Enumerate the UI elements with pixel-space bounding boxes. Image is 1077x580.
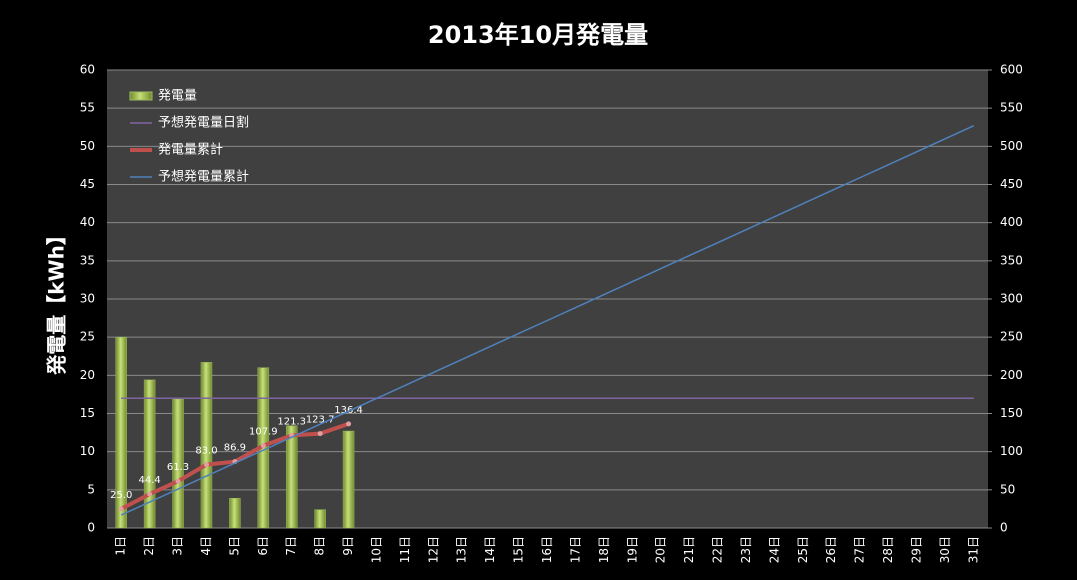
x-tick-label: 29日 (909, 536, 923, 563)
x-tick-label: 13日 (455, 536, 469, 563)
data-label: 61.3 (167, 462, 189, 473)
line (120, 125, 975, 516)
x-tick-label: 21日 (682, 536, 696, 563)
x-tick-label: 2日 (142, 536, 156, 556)
data-label: 123.7 (306, 415, 335, 426)
marker (203, 462, 209, 468)
x-tick-label: 16日 (540, 536, 554, 563)
bar (143, 379, 156, 529)
y-axis-label: 発電量【kWh】 (45, 225, 69, 376)
marker (346, 421, 352, 427)
x-tick-label: 27日 (853, 536, 867, 563)
bar (229, 497, 241, 529)
x-tick-label: 1日 (114, 536, 128, 556)
y-tick-label: 40 (80, 215, 95, 229)
data-label: 136.4 (334, 405, 363, 416)
y-tick-label: 10 (80, 444, 95, 458)
bar (115, 336, 127, 529)
y-tick-label: 45 (80, 177, 95, 191)
data-label: 83.0 (195, 446, 217, 457)
bar (285, 425, 298, 529)
data-label: 86.9 (224, 443, 246, 454)
x-tick-label: 5日 (227, 536, 241, 556)
marker (175, 478, 181, 484)
x-tick-label: 11日 (398, 536, 412, 563)
y-tick-label: 25 (80, 330, 95, 344)
x-tick-label: 25日 (796, 536, 810, 563)
legend-label: 発電量累計 (158, 142, 223, 158)
y2-tick-label: 450 (1000, 177, 1023, 191)
marker (118, 506, 124, 512)
x-tick-label: 19日 (625, 536, 639, 563)
x-tick-label: 22日 (711, 536, 725, 563)
x-tick-label: 7日 (284, 536, 298, 556)
legend-label: 発電量 (158, 89, 197, 104)
x-tick-label: 6日 (256, 536, 270, 556)
bar (200, 362, 213, 529)
y-tick-label: 55 (80, 101, 95, 115)
x-tick-label: 24日 (767, 536, 781, 563)
x-tick-label: 8日 (313, 536, 327, 556)
data-label: 44.4 (138, 475, 160, 486)
y2-tick-label: 350 (1000, 253, 1023, 267)
y2-tick-label: 100 (1000, 444, 1023, 458)
y-tick-label: 30 (80, 292, 95, 306)
x-tick-label: 17日 (568, 536, 582, 563)
y-tick-label: 5 (87, 482, 95, 496)
y-tick-label: 35 (80, 253, 95, 267)
x-tick-label: 12日 (426, 536, 440, 563)
x-tick-label: 28日 (881, 536, 895, 563)
marker (317, 431, 323, 437)
data-label: 121.3 (277, 416, 306, 427)
x-tick-label: 23日 (739, 536, 753, 563)
y2-tick-label: 50 (1000, 482, 1015, 496)
bar (314, 509, 326, 529)
x-tick-label: 18日 (597, 536, 611, 563)
y2-tick-label: 300 (1000, 292, 1023, 306)
y2-tick-label: 600 (1000, 63, 1023, 77)
x-tick-label: 20日 (654, 536, 668, 563)
y-tick-label: 0 (87, 521, 95, 535)
data-label: 107.9 (249, 427, 278, 438)
legend-label: 予想発電量累計 (158, 169, 249, 185)
y2-tick-label: 150 (1000, 406, 1023, 420)
legend-swatch (129, 91, 153, 101)
y2-tick-label: 200 (1000, 368, 1023, 382)
y2-tick-label: 250 (1000, 330, 1023, 344)
chart-title: 2013年10月発電量 (428, 21, 648, 49)
data-label: 25.0 (110, 490, 132, 501)
x-tick-label: 9日 (341, 536, 355, 556)
x-tick-label: 10日 (369, 536, 383, 563)
y2-tick-label: 0 (1000, 521, 1008, 535)
x-tick-label: 26日 (824, 536, 838, 563)
y2-tick-label: 500 (1000, 139, 1023, 153)
bar (172, 398, 184, 529)
y-tick-label: 60 (80, 63, 95, 77)
x-tick-label: 30日 (938, 536, 952, 563)
x-tick-label: 14日 (483, 536, 497, 563)
x-tick-label: 3日 (171, 536, 185, 556)
marker (260, 443, 266, 449)
bar (342, 430, 355, 529)
x-tick-label: 4日 (199, 536, 213, 556)
marker (147, 491, 153, 497)
y-tick-label: 15 (80, 406, 95, 420)
y-tick-label: 20 (80, 368, 95, 382)
y-tick-label: 50 (80, 139, 95, 153)
x-tick-label: 31日 (966, 536, 980, 563)
x-tick-label: 15日 (512, 536, 526, 563)
legend-label: 予想発電量日割 (158, 115, 249, 131)
y2-tick-label: 550 (1000, 101, 1023, 115)
y2-tick-label: 400 (1000, 215, 1023, 229)
